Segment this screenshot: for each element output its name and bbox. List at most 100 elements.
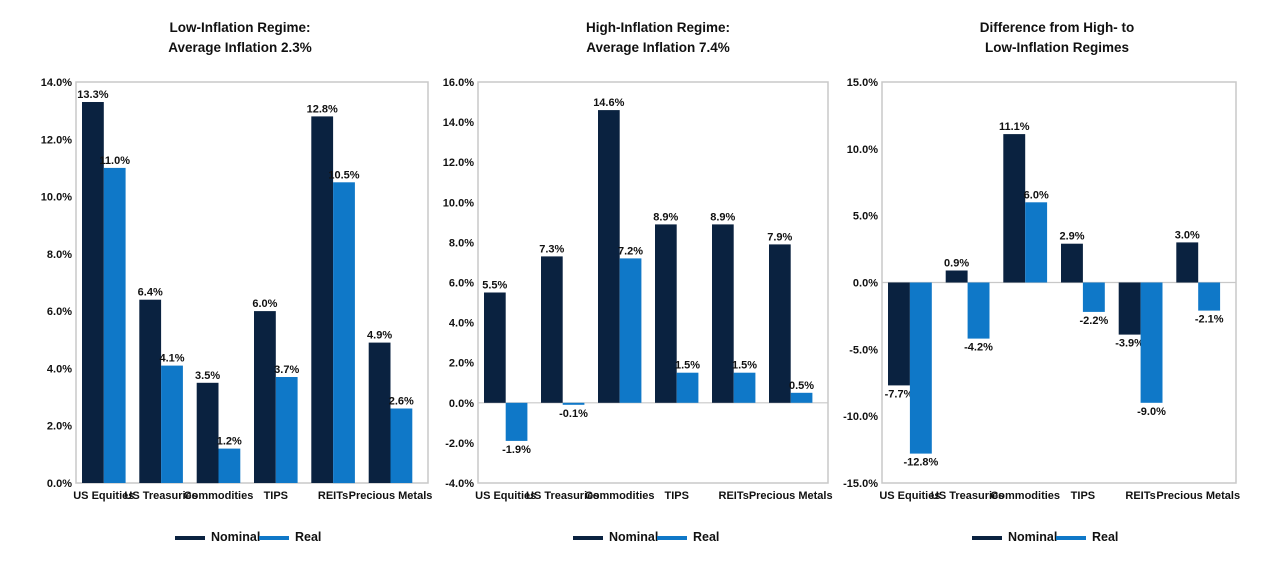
legend-swatch-real bbox=[259, 536, 289, 540]
bar-real-us-equities bbox=[909, 282, 932, 454]
legend: Nominal Real bbox=[972, 530, 1118, 544]
data-label: 6.0% bbox=[1024, 189, 1049, 201]
data-label: 8.9% bbox=[653, 211, 678, 223]
legend-swatch-nominal bbox=[573, 536, 603, 540]
legend-label-real: Real bbox=[295, 530, 321, 544]
bar-real-commodities bbox=[218, 448, 241, 483]
legend-label-nominal: Nominal bbox=[211, 530, 260, 544]
data-label: 0.9% bbox=[944, 258, 969, 270]
data-label: 1.2% bbox=[217, 436, 242, 448]
y-tick-label: 14.0% bbox=[41, 77, 72, 89]
data-label: -12.8% bbox=[903, 457, 938, 469]
chart-title-line-2: Low-Inflation Regimes bbox=[985, 40, 1129, 55]
y-tick-label: 10.0% bbox=[41, 192, 72, 204]
bar-nominal-us-treasuries bbox=[945, 270, 968, 283]
y-tick-label: 5.0% bbox=[853, 211, 878, 223]
data-label: -2.2% bbox=[1080, 315, 1109, 327]
y-tick-label: 10.0% bbox=[847, 144, 878, 156]
bar-nominal-reits bbox=[712, 224, 734, 403]
chart-panel-2: High-Inflation Regime: Average Inflation … bbox=[443, 20, 833, 544]
chart-panel-3: Difference from High- to Low-Inflation Re… bbox=[843, 20, 1240, 544]
data-label: 4.9% bbox=[367, 330, 392, 342]
data-label: 7.3% bbox=[539, 243, 564, 255]
data-label: 3.5% bbox=[195, 370, 220, 382]
y-tick-label: -5.0% bbox=[849, 344, 878, 356]
y-tick-label: 15.0% bbox=[847, 77, 878, 89]
y-tick-label: 0.0% bbox=[853, 278, 878, 290]
data-label: 8.9% bbox=[710, 211, 735, 223]
bar-real-us-treasuries bbox=[562, 402, 585, 405]
bar-nominal-reits bbox=[1118, 282, 1141, 335]
y-tick-label: 2.0% bbox=[47, 421, 72, 433]
chart-panel-1: Low-Inflation Regime: Average Inflation 2… bbox=[41, 20, 433, 544]
bar-nominal-reits bbox=[311, 116, 334, 484]
y-tick-label: 2.0% bbox=[449, 358, 474, 370]
x-tick-label: US Treasuries bbox=[526, 490, 599, 502]
chart-title-line-1: Difference from High- to bbox=[980, 20, 1135, 35]
bar-real-precious-metals bbox=[790, 392, 813, 403]
y-tick-label: 8.0% bbox=[47, 249, 72, 261]
data-label: 13.3% bbox=[77, 89, 108, 101]
y-tick-label: 4.0% bbox=[47, 363, 72, 375]
chart-title-line-1: Low-Inflation Regime: bbox=[170, 20, 311, 35]
x-tick-label: REITs bbox=[719, 490, 749, 502]
legend-label-real: Real bbox=[693, 530, 719, 544]
x-tick-label: Precious Metals bbox=[1156, 490, 1240, 502]
data-label: 11.0% bbox=[99, 155, 130, 167]
data-label: 7.2% bbox=[618, 245, 643, 257]
x-tick-label: TIPS bbox=[664, 490, 688, 502]
bar-nominal-commodities bbox=[598, 110, 620, 403]
x-tick-label: Commodities bbox=[585, 490, 655, 502]
x-tick-label: US Equities bbox=[73, 490, 134, 502]
bar-real-commodities bbox=[619, 258, 642, 403]
y-tick-label: -15.0% bbox=[843, 478, 878, 490]
data-label: 2.9% bbox=[1059, 231, 1084, 243]
legend-swatch-real bbox=[657, 536, 687, 540]
y-tick-label: 14.0% bbox=[443, 117, 474, 129]
y-tick-label: 12.0% bbox=[443, 157, 474, 169]
data-label: -1.9% bbox=[502, 444, 531, 456]
data-label: 4.1% bbox=[159, 353, 184, 365]
bar-nominal-precious-metals bbox=[769, 244, 791, 403]
data-label: 7.9% bbox=[767, 231, 792, 243]
data-label: -2.1% bbox=[1195, 314, 1224, 326]
bar-real-us-treasuries bbox=[161, 365, 183, 483]
data-label: -3.9% bbox=[1115, 338, 1144, 350]
bar-nominal-us-equities bbox=[484, 292, 506, 403]
bar-nominal-us-treasuries bbox=[139, 299, 162, 483]
bar-nominal-us-equities bbox=[82, 102, 104, 483]
legend-swatch-real bbox=[1056, 536, 1086, 540]
bar-real-precious-metals bbox=[390, 408, 413, 483]
data-label: 1.5% bbox=[732, 360, 757, 372]
legend-label-nominal: Nominal bbox=[1008, 530, 1057, 544]
bar-nominal-us-treasuries bbox=[541, 256, 563, 403]
bar-real-us-treasuries bbox=[967, 282, 990, 339]
legend-label-real: Real bbox=[1092, 530, 1118, 544]
bar-nominal-commodities bbox=[196, 382, 219, 484]
x-tick-label: US Equities bbox=[475, 490, 536, 502]
bar-real-reits bbox=[733, 372, 756, 403]
data-label: 2.6% bbox=[389, 396, 414, 408]
bar-real-tips bbox=[676, 372, 699, 403]
y-tick-label: 12.0% bbox=[41, 134, 72, 146]
y-tick-label: 6.0% bbox=[449, 278, 474, 290]
data-label: -4.2% bbox=[964, 342, 993, 354]
y-tick-label: -2.0% bbox=[445, 438, 474, 450]
chart-title-line-1: High-Inflation Regime: bbox=[586, 20, 730, 35]
x-tick-label: Precious Metals bbox=[749, 490, 833, 502]
data-label: 3.0% bbox=[1175, 229, 1200, 241]
bar-real-tips bbox=[275, 377, 298, 483]
x-tick-label: US Treasuries bbox=[931, 490, 1004, 502]
data-label: 5.5% bbox=[482, 280, 507, 292]
y-tick-label: 4.0% bbox=[449, 318, 474, 330]
bar-real-us-equities bbox=[505, 402, 528, 441]
bar-real-reits bbox=[333, 182, 355, 484]
bar-real-reits bbox=[1140, 282, 1163, 403]
data-label: -0.1% bbox=[559, 408, 588, 420]
data-label: -9.0% bbox=[1137, 406, 1166, 418]
y-tick-label: 16.0% bbox=[443, 77, 474, 89]
bar-real-us-equities bbox=[103, 167, 126, 483]
x-tick-label: TIPS bbox=[1071, 490, 1095, 502]
bar-nominal-tips bbox=[1061, 243, 1083, 283]
